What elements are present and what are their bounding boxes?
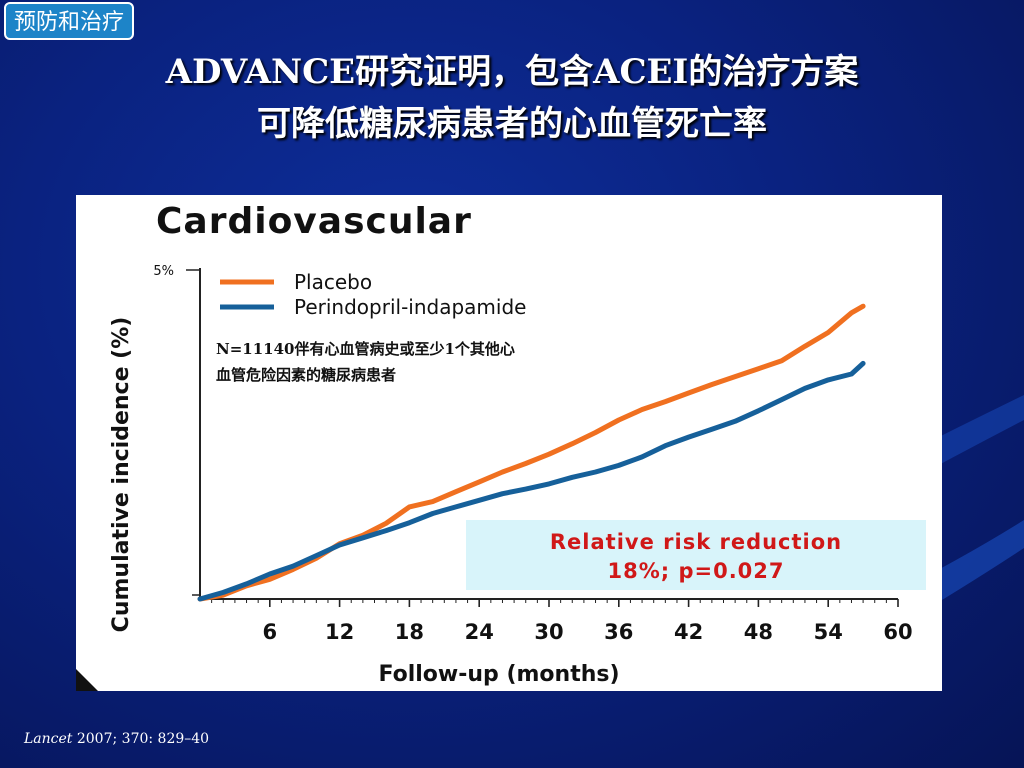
rrr-line2: 18%; p=0.027 xyxy=(607,559,784,583)
x-tick-label: 54 xyxy=(814,620,843,644)
citation-details: 2007; 370: 829–40 xyxy=(72,731,210,747)
x-tick-label: 36 xyxy=(604,620,633,644)
slide-title-line2: 可降低糖尿病患者的心血管死亡率 xyxy=(257,104,767,144)
x-tick-label: 12 xyxy=(325,620,354,644)
section-tag: 预防和治疗 xyxy=(4,2,135,40)
citation-journal: Lancet xyxy=(24,731,73,747)
x-tick-label: 48 xyxy=(744,620,773,644)
x-tick-label: 60 xyxy=(883,620,912,644)
x-tick-label: 30 xyxy=(534,620,563,644)
y-axis-label: Cumulative incidence (%) xyxy=(109,317,134,633)
annotation-line2: 血管危险因素的糖尿病患者 xyxy=(216,366,396,384)
rrr-line1: Relative risk reduction xyxy=(550,530,842,554)
citation: Lancet 2007; 370: 829–40 xyxy=(24,731,209,747)
x-tick-label: 24 xyxy=(465,620,494,644)
y-tick-label: 5% xyxy=(153,264,174,279)
legend-label: Placebo xyxy=(294,270,372,294)
x-tick-label: 6 xyxy=(262,620,277,644)
x-tick-label: 18 xyxy=(395,620,424,644)
x-axis-label: Follow-up (months) xyxy=(378,662,619,687)
x-tick-label: 42 xyxy=(674,620,703,644)
legend-label: Perindopril-indapamide xyxy=(294,295,526,319)
corner-wedge xyxy=(76,669,98,691)
chart-title: Cardiovascular xyxy=(156,201,472,242)
annotation-line1: N=11140伴有心血管病史或至少1个其他心 xyxy=(216,340,515,358)
chart-panel: 5% 6 12 18 24 30 36 42 48 54 60 Placebo Perindopril… xyxy=(76,195,942,691)
cv-chart: 5% 6 12 18 24 30 36 42 48 54 60 PlaceboPerindopril… xyxy=(76,201,926,691)
series-line-perindopril-indapamide xyxy=(197,360,866,602)
slide-title-line1: ADVANCE研究证明，包含ACEI的治疗方案 xyxy=(165,52,859,92)
rrr-box xyxy=(466,520,926,590)
